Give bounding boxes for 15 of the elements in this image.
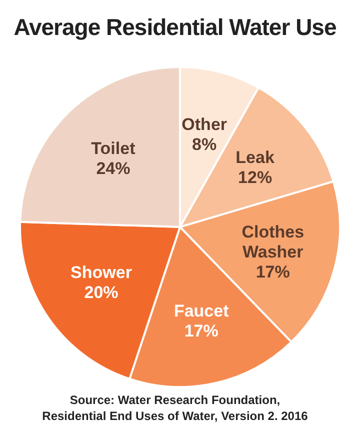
data-label: 24%: [96, 158, 130, 178]
slice-label: Clothes Washer: [242, 222, 304, 261]
slice-label: Faucet: [174, 301, 230, 320]
text: Residential End Uses of Water, Version 2. 2016: [41, 408, 309, 424]
source-note: Source: Water Research Foundation,: [68, 392, 282, 408]
data-label: 17%: [256, 262, 290, 281]
chart-title: Average Residential Water Use: [12, 13, 338, 42]
data-label: 20%: [84, 282, 118, 302]
data-label: 8%: [192, 134, 217, 154]
slice-label: Toilet: [91, 138, 136, 158]
slice-label: Leak: [236, 148, 275, 167]
slice-label: Other: [182, 114, 228, 134]
data-label: 12%: [238, 168, 272, 187]
slice-label: Shower: [70, 262, 132, 282]
data-label: 17%: [184, 321, 218, 340]
